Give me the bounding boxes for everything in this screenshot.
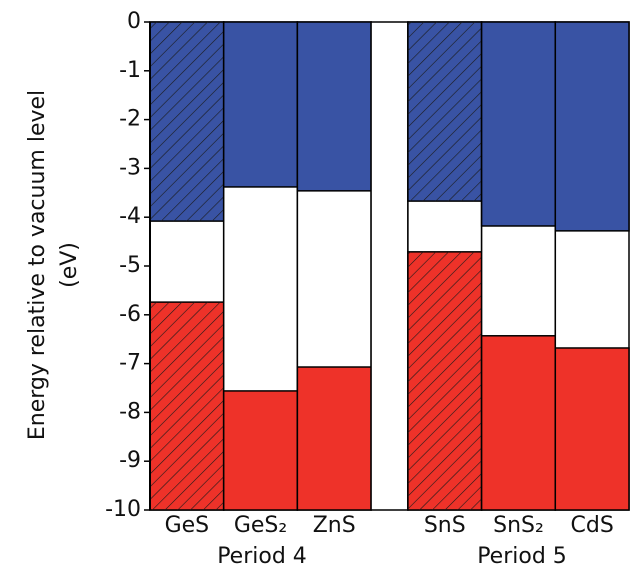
- hatch: [150, 302, 224, 510]
- y-tick-label: -4: [119, 204, 141, 229]
- y-tick-label: -1: [119, 58, 141, 83]
- y-tick-label: -3: [119, 155, 141, 180]
- column: [370, 21, 409, 511]
- y-tick-label: -8: [119, 399, 141, 424]
- y-tick-label: -10: [105, 497, 141, 522]
- conduction-band: [480, 21, 557, 227]
- hatch: [407, 251, 482, 510]
- group-label: Period 5: [477, 544, 567, 569]
- x-tick-label: GeS: [165, 513, 210, 538]
- x-tick-label: CdS: [571, 513, 614, 538]
- x-tick-label: ZnS: [313, 513, 356, 538]
- y-label-2: (eV): [57, 242, 82, 288]
- hatch: [150, 22, 224, 222]
- y-tick-label: 0: [127, 9, 141, 34]
- valence-band: [554, 347, 630, 511]
- valence-band: [222, 390, 299, 511]
- conduction-band: [296, 21, 372, 192]
- y-axis-label: (eV): [57, 242, 82, 288]
- group-label: Period 4: [217, 544, 307, 569]
- y-tick-label: -6: [119, 302, 141, 327]
- hatch: [407, 22, 482, 202]
- x-tick-label: SnS₂: [493, 513, 544, 538]
- y-tick-label: -9: [119, 448, 141, 473]
- y-tick-label: -2: [119, 107, 141, 132]
- y-tick-label: -7: [119, 351, 141, 376]
- x-tick-label: SnS: [424, 513, 466, 538]
- y-axis-label: Energy relative to vacuum level: [25, 90, 50, 440]
- x-tick-label: GeS₂: [234, 513, 287, 538]
- valence-band: [480, 335, 557, 511]
- conduction-band: [222, 21, 299, 188]
- y-label-1: Energy relative to vacuum level: [25, 90, 50, 440]
- y-tick-label: -5: [119, 253, 141, 278]
- conduction-band: [554, 21, 630, 232]
- valence-band: [296, 366, 372, 511]
